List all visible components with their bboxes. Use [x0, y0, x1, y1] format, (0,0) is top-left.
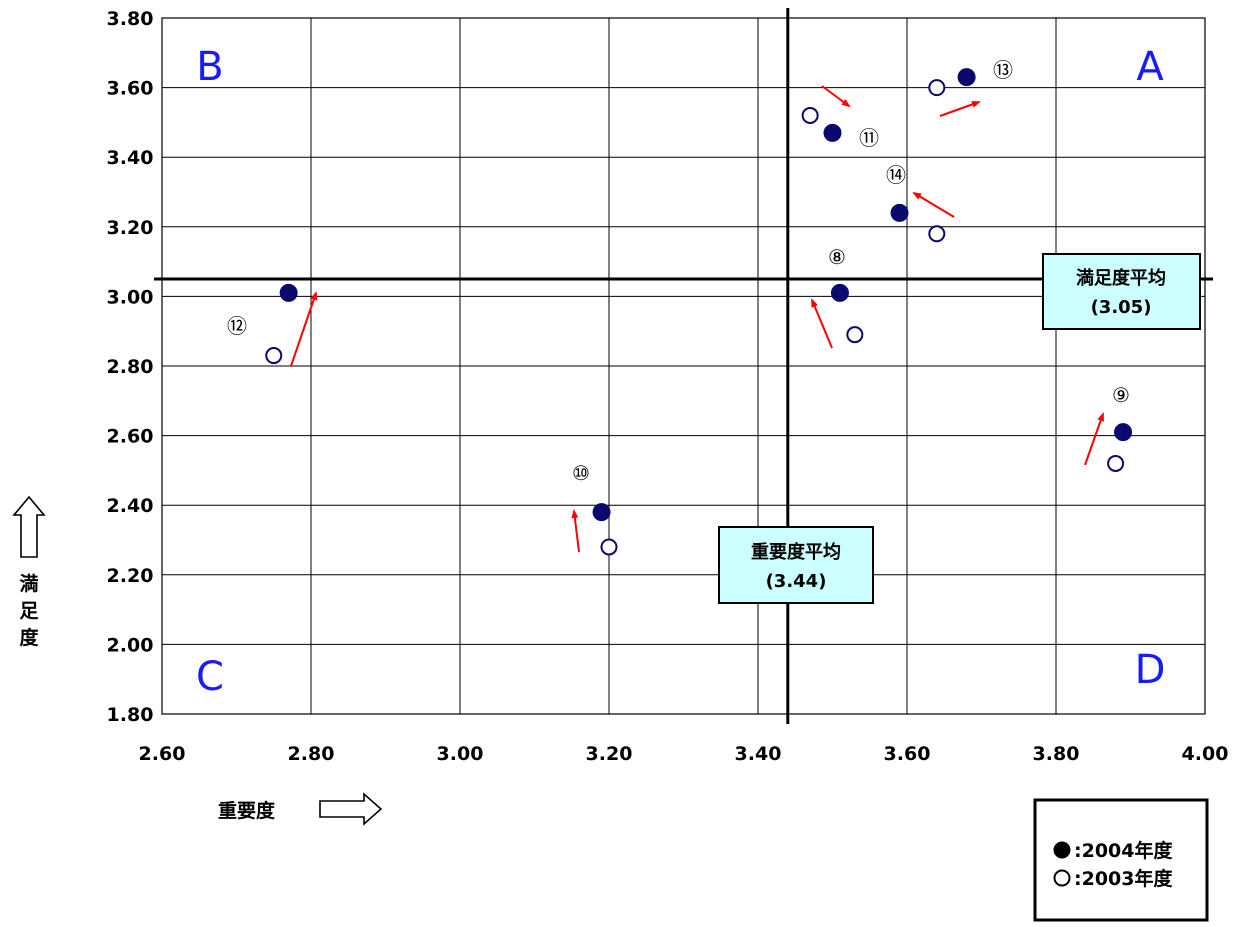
- x-tick-label: 4.00: [1182, 743, 1229, 765]
- satisfaction-average-box: [1042, 253, 1201, 330]
- point-label: ⑧: [828, 245, 846, 269]
- x-tick-label: 3.80: [1033, 743, 1080, 765]
- change-arrow: [939, 101, 981, 117]
- quadrant-letter-A: A: [1136, 44, 1164, 90]
- point-2003: [1107, 454, 1125, 472]
- point-2003: [600, 538, 618, 556]
- point-2003: [928, 225, 946, 243]
- y-tick-label: 2.40: [107, 495, 154, 517]
- y-tick-label: 3.40: [107, 147, 154, 169]
- point-2004: [890, 203, 909, 222]
- y-tick-label: 2.80: [107, 356, 154, 378]
- legend-marker-2004: [1053, 841, 1071, 859]
- legend-box: [1033, 798, 1209, 922]
- change-arrow: [1084, 412, 1104, 466]
- x-tick-label: 2.80: [288, 743, 335, 765]
- quadrant-letter-B: B: [196, 44, 223, 90]
- y-tick-label: 3.00: [107, 286, 154, 308]
- y-tick-label: 2.20: [107, 565, 154, 587]
- x-axis-label: 重要度: [218, 799, 276, 822]
- quadrant-letter-C: C: [196, 654, 224, 700]
- point-2003: [265, 347, 283, 365]
- change-arrow: [811, 298, 833, 349]
- point-label: ⑫: [227, 314, 247, 338]
- legend-entry: :2004年度: [1074, 839, 1173, 862]
- x-tick-label: 3.40: [735, 743, 782, 765]
- point-label: ⑬: [993, 58, 1013, 82]
- importance-average-value: (3.44): [766, 571, 827, 592]
- y-tick-label: 1.80: [107, 704, 154, 726]
- y-axis-label-char: 足: [19, 600, 39, 622]
- change-arrow: [571, 509, 580, 553]
- x-axis-arrow-icon: [319, 792, 383, 826]
- legend-entry: :2003年度: [1074, 867, 1173, 890]
- change-arrow: [821, 85, 851, 108]
- x-tick-label: 3.20: [586, 743, 633, 765]
- point-label: ⑪: [859, 126, 879, 150]
- importance-average-label: 重要度平均: [751, 541, 841, 563]
- x-tick-label: 3.60: [884, 743, 931, 765]
- x-tick-label: 2.60: [139, 743, 186, 765]
- quadrant-letter-D: D: [1135, 647, 1166, 693]
- point-label: ⑭: [886, 163, 906, 187]
- importance-average-box: [718, 526, 874, 604]
- y-axis-label-char: 満: [19, 573, 38, 595]
- y-tick-label: 3.60: [107, 78, 154, 100]
- point-2004: [823, 123, 842, 142]
- point-2003: [846, 326, 864, 344]
- point-label: ⑩: [572, 461, 590, 485]
- satisfaction-average-value: (3.05): [1091, 297, 1152, 318]
- satisfaction-average-label: 満足度平均: [1076, 267, 1166, 289]
- y-axis-arrow-icon: [12, 495, 46, 558]
- point-2003: [801, 106, 819, 124]
- point-2004: [957, 68, 976, 87]
- point-2004: [830, 283, 849, 302]
- y-tick-label: 3.80: [107, 8, 154, 30]
- point-label: ⑨: [1112, 383, 1130, 407]
- y-tick-label: 3.20: [107, 217, 154, 239]
- legend-marker-2003: [1053, 869, 1071, 887]
- y-tick-label: 2.60: [107, 426, 154, 448]
- point-2004: [592, 503, 611, 522]
- change-arrow: [290, 291, 318, 367]
- point-2003: [928, 79, 946, 97]
- point-2004: [1114, 423, 1133, 442]
- x-tick-label: 3.00: [437, 743, 484, 765]
- point-2004: [279, 283, 298, 302]
- change-arrow: [912, 191, 955, 218]
- y-axis-label-char: 度: [19, 626, 39, 649]
- y-tick-label: 2.00: [107, 634, 154, 656]
